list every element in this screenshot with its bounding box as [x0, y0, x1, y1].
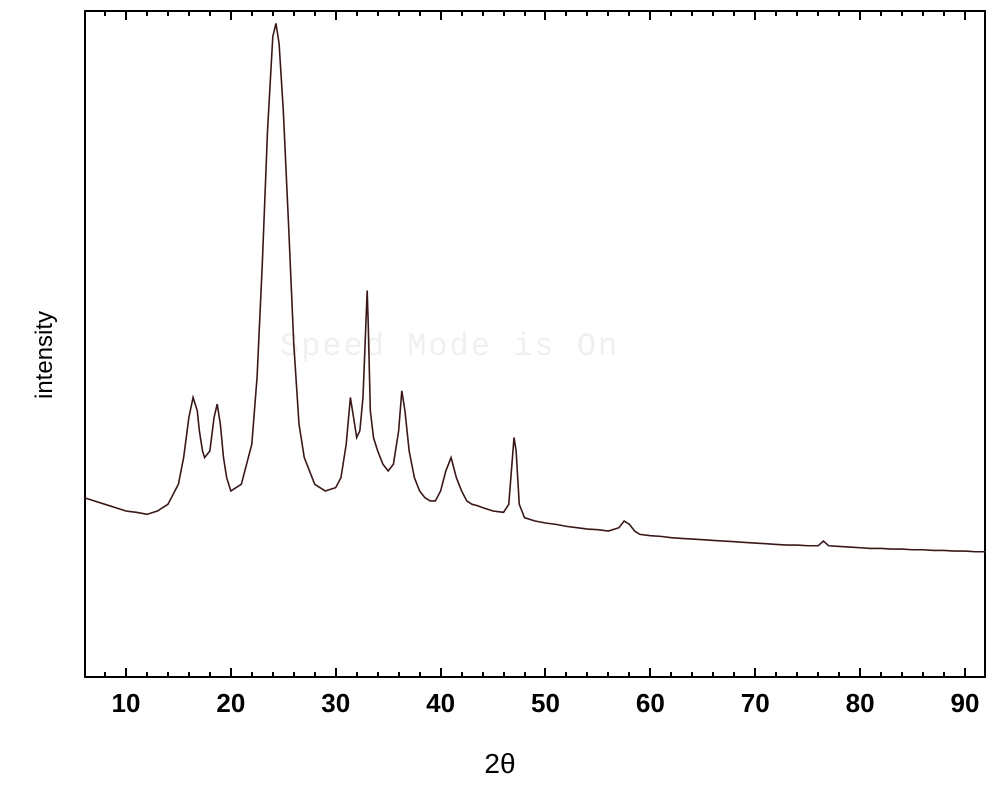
x-tick-label: 20 [216, 688, 245, 719]
xrd-line-series [84, 10, 986, 678]
x-tick-label: 90 [951, 688, 980, 719]
x-tick-minor [419, 672, 421, 678]
x-tick-minor-top [167, 10, 169, 16]
x-tick-minor [209, 672, 211, 678]
x-tick-minor [586, 672, 588, 678]
y-axis-label: intensity [31, 299, 59, 399]
x-tick-minor-top [314, 10, 316, 16]
x-tick-minor-top [503, 10, 505, 16]
x-tick-minor-top [377, 10, 379, 16]
x-tick-label: 40 [426, 688, 455, 719]
x-tick-major-top [125, 10, 127, 20]
x-tick-minor [922, 672, 924, 678]
x-tick-minor-top [628, 10, 630, 16]
x-tick-major [230, 668, 232, 678]
x-tick-minor [251, 672, 253, 678]
x-tick-minor [880, 672, 882, 678]
x-tick-minor [524, 672, 526, 678]
x-tick-minor-top [817, 10, 819, 16]
x-tick-minor [712, 672, 714, 678]
x-tick-minor [628, 672, 630, 678]
x-tick-minor [314, 672, 316, 678]
x-tick-label: 30 [321, 688, 350, 719]
x-tick-minor [188, 672, 190, 678]
x-tick-minor [293, 672, 295, 678]
x-tick-major-top [544, 10, 546, 20]
x-tick-minor-top [524, 10, 526, 16]
x-tick-minor-top [461, 10, 463, 16]
x-tick-label: 70 [741, 688, 770, 719]
x-axis-label: 2θ [470, 748, 530, 780]
x-tick-minor-top [188, 10, 190, 16]
x-tick-minor-top [607, 10, 609, 16]
x-tick-minor-top [691, 10, 693, 16]
x-tick-minor-top [482, 10, 484, 16]
x-tick-minor-top [901, 10, 903, 16]
x-tick-minor-top [419, 10, 421, 16]
x-tick-label: 10 [111, 688, 140, 719]
x-tick-label: 60 [636, 688, 665, 719]
x-tick-major [440, 668, 442, 678]
x-tick-major [964, 668, 966, 678]
x-tick-major-top [335, 10, 337, 20]
x-tick-minor-top [272, 10, 274, 16]
x-tick-major-top [859, 10, 861, 20]
x-tick-minor-top [146, 10, 148, 16]
x-tick-minor-top [838, 10, 840, 16]
x-tick-label: 50 [531, 688, 560, 719]
x-tick-minor-top [565, 10, 567, 16]
x-tick-minor-top [775, 10, 777, 16]
x-tick-minor [607, 672, 609, 678]
x-tick-minor [398, 672, 400, 678]
x-tick-major-top [230, 10, 232, 20]
x-tick-minor [146, 672, 148, 678]
x-tick-minor-top [712, 10, 714, 16]
x-tick-minor [272, 672, 274, 678]
x-tick-minor [482, 672, 484, 678]
x-tick-minor-top [922, 10, 924, 16]
x-tick-minor-top [293, 10, 295, 16]
x-tick-major [649, 668, 651, 678]
x-tick-label: 80 [846, 688, 875, 719]
x-tick-minor-top [796, 10, 798, 16]
x-tick-minor-top [209, 10, 211, 16]
x-tick-major-top [649, 10, 651, 20]
x-tick-major-top [754, 10, 756, 20]
x-tick-major-top [964, 10, 966, 20]
x-tick-minor [796, 672, 798, 678]
x-tick-minor [461, 672, 463, 678]
x-tick-minor-top [670, 10, 672, 16]
x-tick-minor [377, 672, 379, 678]
x-tick-minor [565, 672, 567, 678]
x-tick-minor [167, 672, 169, 678]
x-tick-minor-top [104, 10, 106, 16]
x-tick-minor-top [733, 10, 735, 16]
x-tick-minor-top [398, 10, 400, 16]
x-tick-minor-top [586, 10, 588, 16]
x-tick-minor [670, 672, 672, 678]
x-tick-minor [104, 672, 106, 678]
x-tick-major [859, 668, 861, 678]
x-tick-minor [943, 672, 945, 678]
x-tick-minor [503, 672, 505, 678]
x-tick-major [544, 668, 546, 678]
x-tick-minor-top [880, 10, 882, 16]
x-tick-minor-top [251, 10, 253, 16]
x-tick-major [754, 668, 756, 678]
x-tick-minor [901, 672, 903, 678]
x-tick-minor [356, 672, 358, 678]
x-tick-minor [733, 672, 735, 678]
x-tick-minor-top [943, 10, 945, 16]
x-tick-minor [817, 672, 819, 678]
x-tick-minor [775, 672, 777, 678]
x-tick-minor-top [356, 10, 358, 16]
x-tick-major-top [440, 10, 442, 20]
x-tick-minor [691, 672, 693, 678]
x-tick-major [125, 668, 127, 678]
x-tick-major [335, 668, 337, 678]
x-tick-minor [838, 672, 840, 678]
